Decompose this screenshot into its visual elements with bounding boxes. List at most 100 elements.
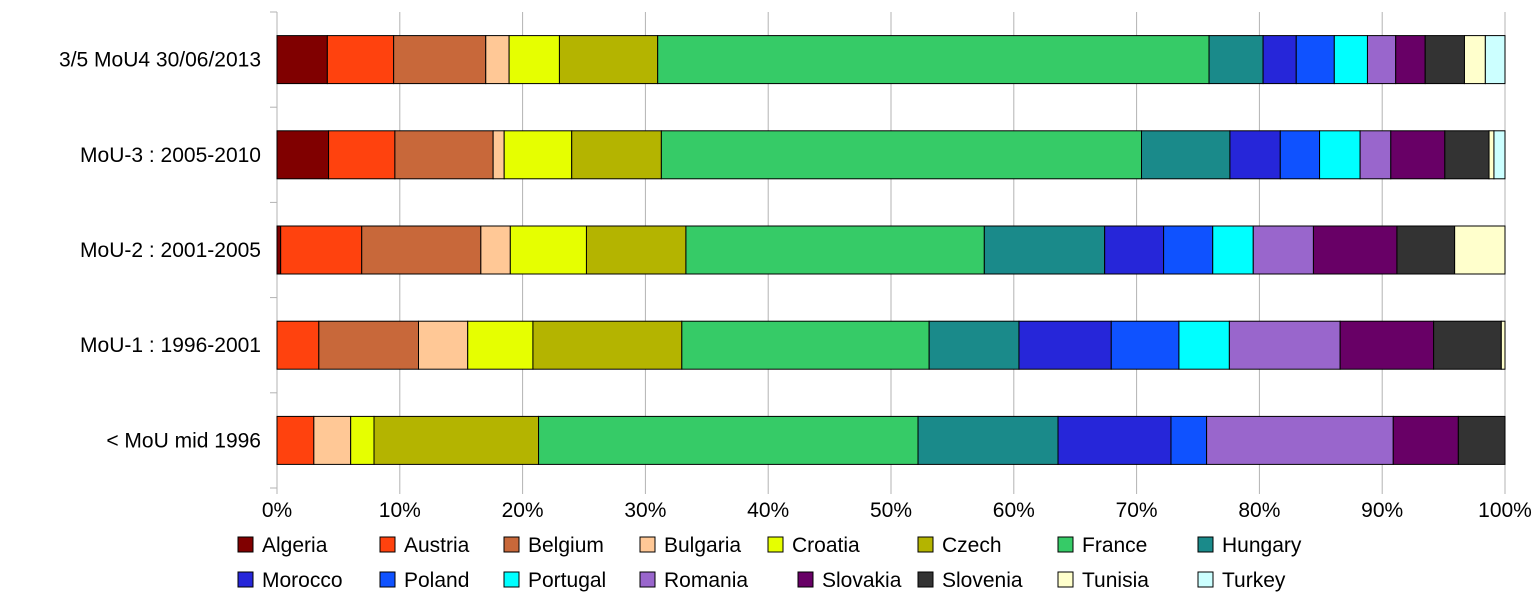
bar-morocco-3 (1018, 320, 1112, 370)
bar-france-4 (538, 415, 919, 465)
bar-tunisia-1 (1488, 130, 1495, 180)
bar-czech-4 (373, 415, 540, 465)
legend-swatch-austria (379, 536, 396, 553)
bar-croatia-3 (467, 320, 534, 370)
bar-turkey-1 (1493, 130, 1506, 180)
legend-swatch-poland (379, 571, 396, 588)
bar-algeria-1 (276, 130, 330, 180)
bar-bulgaria-1 (492, 130, 505, 180)
bar-hungary-0 (1208, 35, 1264, 85)
bar-morocco-1 (1229, 130, 1281, 180)
legend-label-portugal: Portugal (528, 569, 606, 592)
bar-hungary-2 (983, 225, 1106, 275)
bar-romania-0 (1366, 35, 1397, 85)
legend-swatch-hungary (1197, 536, 1214, 553)
legend-swatch-tunisia (1057, 571, 1074, 588)
legend-label-austria: Austria (404, 534, 470, 557)
bar-czech-3 (532, 320, 683, 370)
legend-label-romania: Romania (664, 569, 748, 592)
bar-bulgaria-0 (485, 35, 510, 85)
legend-swatch-czech (917, 536, 934, 553)
bar-poland-4 (1170, 415, 1208, 465)
bar-portugal-1 (1319, 130, 1361, 180)
bar-bulgaria-4 (313, 415, 352, 465)
legend-item-portugal: Portugal (503, 569, 606, 592)
bar-algeria-0 (276, 35, 328, 85)
bar-morocco-4 (1057, 415, 1172, 465)
legend-swatch-algeria (237, 536, 254, 553)
x-tick-labels: 0% 10% 20% 30% 40% 50% 60% 70% 80% 90% 100% (262, 499, 1532, 522)
bar-slovakia-0 (1395, 35, 1426, 85)
y-tick-label-0: 3/5 MoU4 30/06/2013 (59, 49, 261, 72)
legend-swatch-romania (639, 571, 656, 588)
y-tick-label-3: MoU-1 : 1996-2001 (80, 334, 261, 357)
bar-slovenia-2 (1396, 225, 1456, 275)
bar-france-0 (657, 35, 1210, 85)
legend-label-slovenia: Slovenia (942, 569, 1023, 592)
legend-item-france: France (1057, 534, 1147, 557)
bar-belgium-1 (394, 130, 494, 180)
bar-tunisia-2 (1454, 225, 1506, 275)
bar-czech-2 (585, 225, 687, 275)
bar-slovakia-2 (1312, 225, 1398, 275)
bar-slovakia-1 (1390, 130, 1446, 180)
bar-czech-0 (558, 35, 659, 85)
bar-poland-3 (1110, 320, 1180, 370)
bar-austria-4 (276, 415, 315, 465)
bars (276, 35, 1506, 465)
y-tick-label-4: < MoU mid 1996 (106, 429, 261, 452)
legend-item-poland: Poland (379, 569, 469, 592)
legend-swatch-turkey (1197, 571, 1214, 588)
bar-romania-4 (1206, 415, 1394, 465)
bar-croatia-4 (350, 415, 375, 465)
x-tick-label-4: 40% (747, 499, 789, 522)
bar-belgium-0 (393, 35, 487, 85)
legend-item-tunisia: Tunisia (1057, 569, 1149, 592)
bar-austria-0 (326, 35, 395, 85)
bar-hungary-3 (928, 320, 1020, 370)
x-tick-label-6: 60% (993, 499, 1035, 522)
legend-swatch-bulgaria (639, 536, 656, 553)
legend-item-hungary: Hungary (1197, 534, 1302, 557)
bar-poland-1 (1279, 130, 1321, 180)
bar-croatia-2 (509, 225, 587, 275)
bar-hungary-4 (917, 415, 1059, 465)
bar-czech-1 (571, 130, 662, 180)
legend-label-belgium: Belgium (528, 534, 604, 557)
bar-tunisia-3 (1500, 320, 1506, 370)
legend-item-austria: Austria (379, 534, 470, 557)
bar-slovenia-3 (1433, 320, 1502, 370)
x-tick-label-3: 30% (624, 499, 666, 522)
bar-croatia-1 (503, 130, 573, 180)
legend-label-tunisia: Tunisia (1082, 569, 1149, 592)
bar-morocco-2 (1104, 225, 1165, 275)
legend-label-czech: Czech (942, 534, 1002, 557)
legend-label-france: France (1082, 534, 1147, 557)
bar-slovenia-4 (1457, 415, 1506, 465)
bar-romania-3 (1228, 320, 1341, 370)
bar-poland-0 (1295, 35, 1335, 85)
bar-austria-3 (276, 320, 320, 370)
x-tick-label-0: 0% (262, 499, 292, 522)
y-tick-labels: 3/5 MoU4 30/06/2013 MoU-3 : 2005-2010 MoU-… (59, 49, 261, 453)
y-tick-label-2: MoU-2 : 2001-2005 (80, 239, 261, 262)
legend-item-slovakia: Slovakia (797, 569, 902, 592)
bar-france-1 (660, 130, 1143, 180)
legend-label-algeria: Algeria (262, 534, 328, 557)
bar-france-2 (685, 225, 985, 275)
legend-item-belgium: Belgium (503, 534, 604, 557)
legend-swatch-belgium (503, 536, 520, 553)
legend-label-hungary: Hungary (1222, 534, 1302, 557)
bar-slovakia-4 (1392, 415, 1459, 465)
bar-bulgaria-3 (418, 320, 469, 370)
legend-item-bulgaria: Bulgaria (639, 534, 741, 557)
legend-item-turkey: Turkey (1197, 569, 1286, 592)
y-tick-label-1: MoU-3 : 2005-2010 (80, 144, 261, 167)
bar-portugal-2 (1212, 225, 1254, 275)
bar-austria-1 (328, 130, 396, 180)
legend-item-czech: Czech (917, 534, 1002, 557)
bar-belgium-3 (318, 320, 420, 370)
bar-bulgaria-2 (480, 225, 511, 275)
bar-algeria-2 (276, 225, 282, 275)
